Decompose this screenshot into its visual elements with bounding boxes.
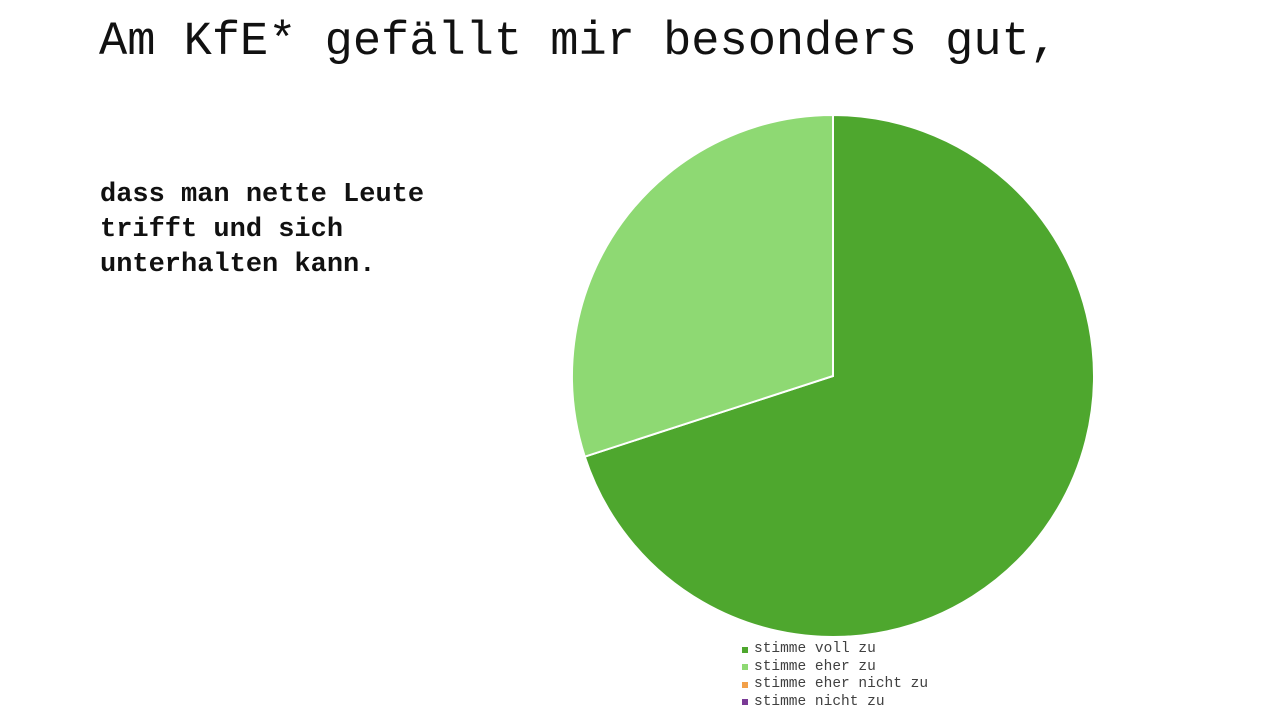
pie-slice-stimme-eher-zu [571,113,834,458]
legend-label: stimme eher zu [754,658,876,675]
legend-swatch [742,664,748,671]
legend-label: stimme nicht zu [754,693,885,710]
pie-chart [540,100,1140,650]
legend-swatch [742,681,748,688]
legend-item: stimme eher nicht zu [742,676,928,694]
legend-swatch [742,699,748,706]
legend-swatch [742,646,748,653]
pie-chart-svg [571,113,1095,638]
slide-title: Am KfE* gefällt mir besonders gut, [99,16,1058,69]
legend-item: stimme voll zu [742,641,928,659]
legend-item: stimme nicht zu [742,694,928,712]
legend-label: stimme voll zu [754,641,876,657]
slide-subtitle: dass man nette Leute trifft und sich unt… [100,180,425,280]
pie-slice-stimme-voll-zu [583,113,1095,638]
legend-label: stimme eher nicht zu [754,676,929,692]
legend-item: stimme eher zu [742,659,928,677]
chart-legend: stimme voll zu stimme eher zu stimme eher … [742,641,928,711]
